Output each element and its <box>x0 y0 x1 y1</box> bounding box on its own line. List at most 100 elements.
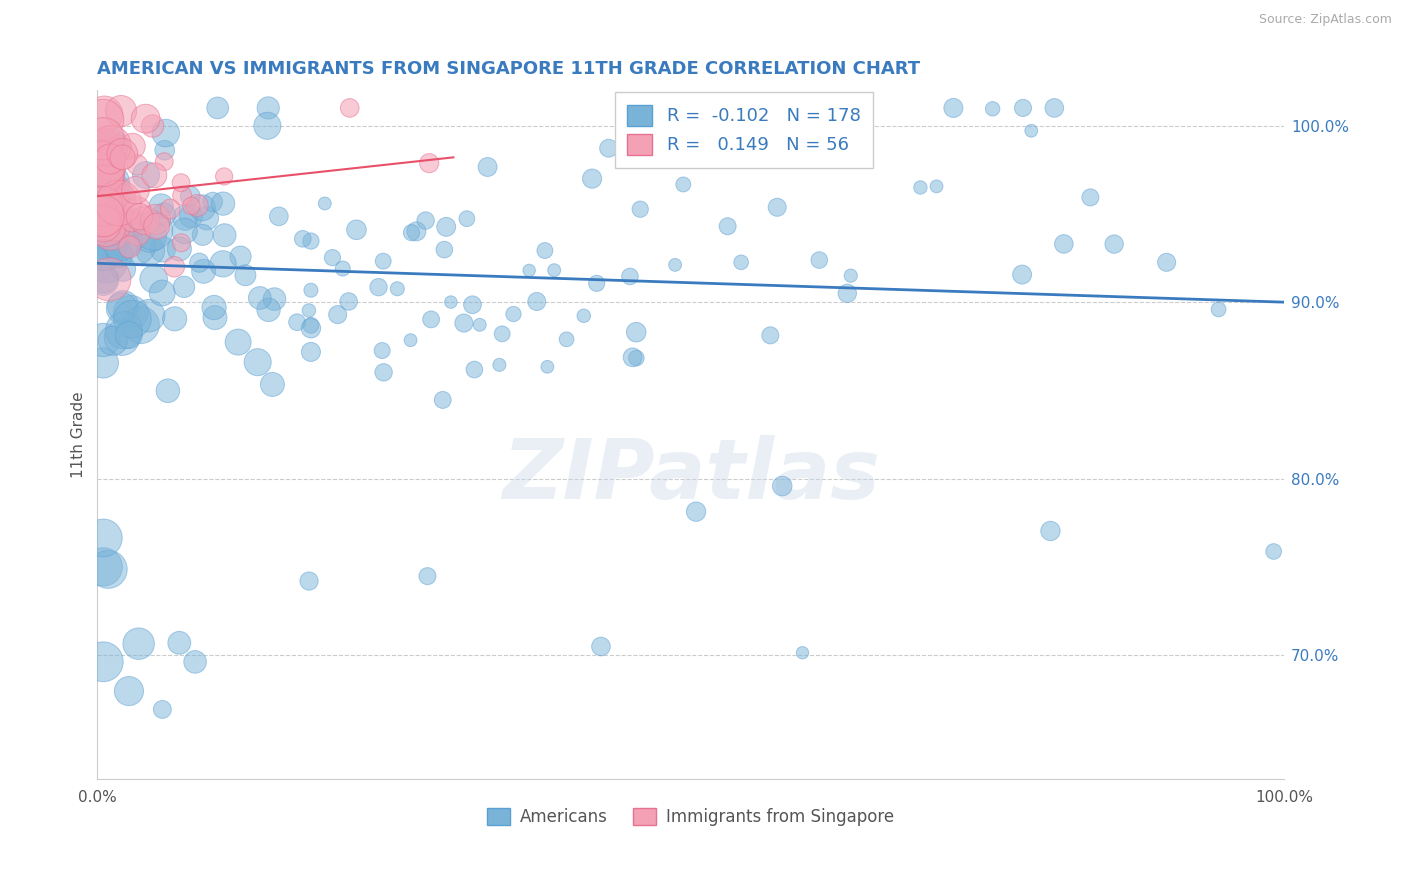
Point <box>942 101 965 115</box>
Point <box>367 280 389 294</box>
Point <box>1011 268 1033 282</box>
Point <box>502 307 524 321</box>
Point <box>229 250 252 264</box>
Point <box>107 196 129 211</box>
Point <box>111 146 134 161</box>
Point <box>120 215 142 229</box>
Point <box>101 334 124 348</box>
Point <box>387 282 409 296</box>
Point <box>127 158 149 172</box>
Point <box>111 190 134 204</box>
Point <box>174 211 197 225</box>
Point <box>150 702 173 716</box>
Point <box>1019 124 1042 138</box>
Point <box>104 143 127 157</box>
Text: ZIPatlas: ZIPatlas <box>502 435 880 516</box>
Point <box>721 148 744 162</box>
Point <box>93 107 115 121</box>
Point <box>572 309 595 323</box>
Point <box>263 292 285 306</box>
Point <box>285 315 308 329</box>
Point <box>770 479 793 493</box>
Point <box>107 219 129 233</box>
Point <box>235 268 257 283</box>
Point <box>110 104 132 119</box>
Point <box>112 261 135 276</box>
Point <box>138 228 160 243</box>
Point <box>326 308 349 322</box>
Point <box>440 295 463 310</box>
Point <box>731 101 754 115</box>
Point <box>461 298 484 312</box>
Point <box>97 562 120 576</box>
Point <box>621 351 644 365</box>
Point <box>91 356 114 370</box>
Point <box>337 294 360 309</box>
Point <box>180 209 202 223</box>
Point <box>837 286 859 301</box>
Point <box>626 325 648 339</box>
Point <box>226 335 249 350</box>
Point <box>100 225 122 239</box>
Point <box>373 254 395 268</box>
Point <box>91 213 114 227</box>
Point <box>91 560 114 574</box>
Point <box>257 101 280 115</box>
Point <box>202 301 225 315</box>
Point <box>118 328 141 343</box>
Point <box>91 151 114 165</box>
Point <box>808 253 831 268</box>
Point <box>581 171 603 186</box>
Point <box>1102 237 1125 252</box>
Point <box>1156 255 1178 269</box>
Point <box>114 234 136 248</box>
Text: Source: ZipAtlas.com: Source: ZipAtlas.com <box>1258 13 1392 27</box>
Point <box>664 258 686 272</box>
Point <box>733 131 755 145</box>
Point <box>555 332 578 346</box>
Point <box>153 208 176 222</box>
Point <box>112 299 135 313</box>
Point <box>93 244 115 258</box>
Point <box>299 345 322 359</box>
Point <box>150 286 173 301</box>
Point <box>204 310 226 325</box>
Point <box>1053 236 1076 251</box>
Y-axis label: 11th Grade: 11th Grade <box>72 392 86 478</box>
Point <box>91 209 114 223</box>
Point <box>536 359 558 374</box>
Point <box>267 210 290 224</box>
Point <box>434 219 457 234</box>
Point <box>91 273 114 287</box>
Point <box>432 392 454 407</box>
Point <box>1043 101 1066 115</box>
Point <box>981 102 1004 116</box>
Point <box>717 219 740 234</box>
Point <box>339 101 361 115</box>
Point <box>141 119 163 133</box>
Point <box>179 189 201 203</box>
Point <box>91 203 114 218</box>
Point <box>135 112 157 126</box>
Point <box>212 196 235 211</box>
Point <box>526 294 548 309</box>
Point <box>100 235 122 250</box>
Point <box>91 531 114 545</box>
Point <box>143 169 166 183</box>
Point <box>463 362 485 376</box>
Point <box>730 255 752 269</box>
Point <box>138 309 160 323</box>
Point <box>517 263 540 277</box>
Point <box>291 232 314 246</box>
Point <box>491 326 513 341</box>
Point <box>626 351 648 365</box>
Point <box>453 316 475 330</box>
Point <box>96 219 118 234</box>
Point <box>401 226 423 240</box>
Point <box>193 264 215 278</box>
Point <box>1012 101 1035 115</box>
Point <box>170 176 193 190</box>
Point <box>420 312 443 326</box>
Point <box>1208 302 1230 317</box>
Point <box>321 251 343 265</box>
